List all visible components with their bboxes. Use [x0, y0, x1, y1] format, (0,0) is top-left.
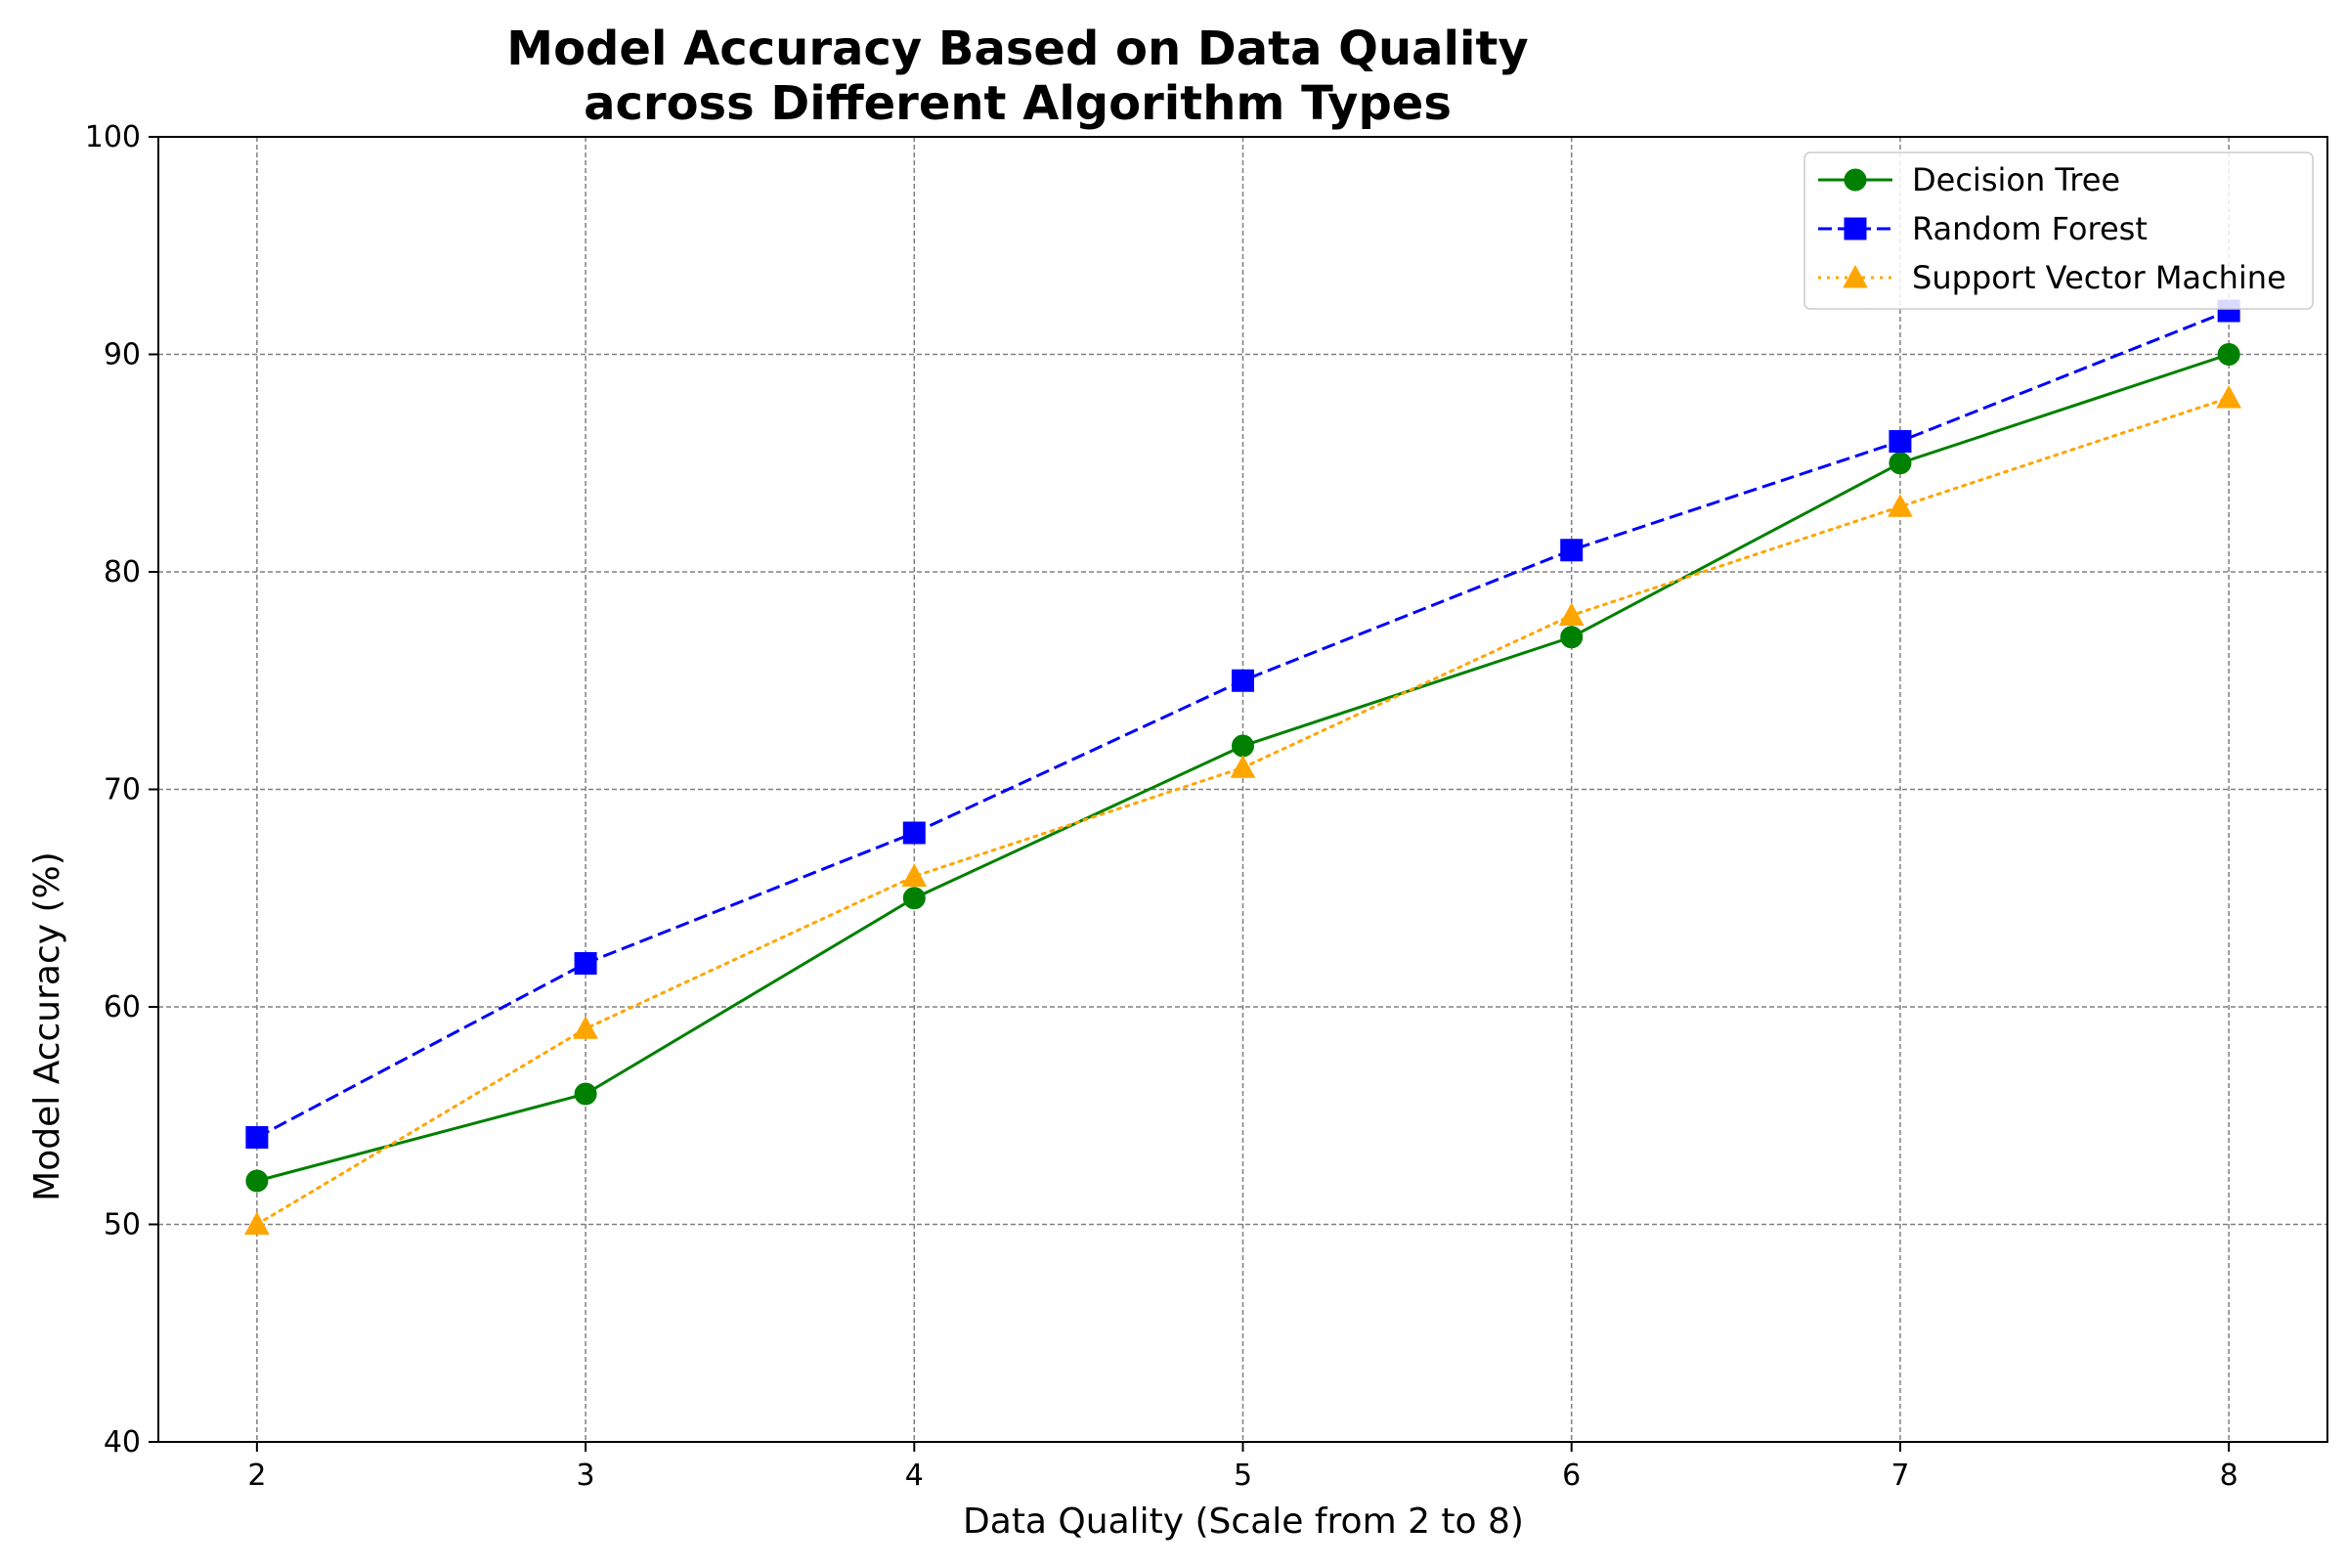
series-random-forest: [245, 299, 2240, 1149]
data-point: [1558, 602, 1585, 626]
y-tick-label: 40: [104, 1425, 141, 1459]
y-axis-label: Model Accuracy (%): [27, 851, 67, 1201]
legend-marker: [1843, 264, 1868, 288]
data-point: [1230, 755, 1256, 778]
series-support-vector-machine: [244, 384, 2241, 1235]
data-point: [574, 952, 597, 975]
data-point: [2216, 384, 2241, 409]
data-point: [1560, 626, 1584, 649]
x-tick-label: 5: [1234, 1459, 1252, 1493]
data-point: [574, 1082, 597, 1106]
data-point: [902, 887, 926, 910]
x-tick-label: 8: [2220, 1459, 2238, 1493]
legend-marker: [1844, 168, 1867, 192]
y-tick-label: 100: [85, 120, 141, 154]
legend-label: Decision Tree: [1912, 161, 2120, 198]
y-tick-label: 50: [104, 1208, 141, 1242]
legend-marker: [1844, 217, 1867, 240]
x-tick-label: 4: [905, 1459, 924, 1493]
legend-item: Support Vector Machine: [1818, 259, 2286, 296]
legend-item: Random Forest: [1818, 210, 2148, 247]
data-point: [1232, 734, 1254, 758]
series-decision-tree: [245, 343, 2240, 1193]
x-tick-label: 7: [1890, 1459, 1909, 1493]
x-tick-label: 2: [247, 1459, 266, 1493]
data-point: [2217, 343, 2240, 366]
x-tick-label: 6: [1562, 1459, 1581, 1493]
legend: Decision Tree Random Forest Support Vector…: [1803, 152, 2314, 310]
y-tick-label: 80: [104, 555, 141, 589]
chart-title-line-2: across Different Algorithm Types: [584, 76, 1452, 131]
data-point: [1889, 452, 1912, 475]
y-tick-label: 70: [104, 773, 141, 807]
legend-label: Support Vector Machine: [1912, 259, 2286, 296]
data-point: [901, 863, 928, 887]
data-point: [902, 821, 926, 845]
data-point: [245, 1126, 269, 1149]
data-point: [1889, 430, 1912, 453]
x-axis-label: Data Quality (Scale from 2 to 8): [963, 1502, 1524, 1542]
series-layer: [244, 299, 2241, 1235]
data-point: [1232, 669, 1254, 692]
data-point: [1888, 494, 1913, 517]
data-point: [245, 1169, 269, 1193]
legend-label: Random Forest: [1912, 210, 2148, 247]
legend-item: Decision Tree: [1818, 161, 2120, 198]
x-tick-label: 3: [577, 1459, 595, 1493]
chart-title-line-1: Model Accuracy Based on Data Quality: [506, 22, 1528, 76]
y-tick-label: 90: [104, 338, 141, 372]
legend-box: [1803, 152, 2314, 310]
y-tick-label: 60: [104, 990, 141, 1024]
data-point: [244, 1211, 270, 1235]
data-point: [573, 1016, 598, 1039]
ticks: 2 3 4 5 6 7 8 40 50 60 70 80 90 100: [85, 120, 2238, 1493]
data-point: [1560, 539, 1584, 562]
